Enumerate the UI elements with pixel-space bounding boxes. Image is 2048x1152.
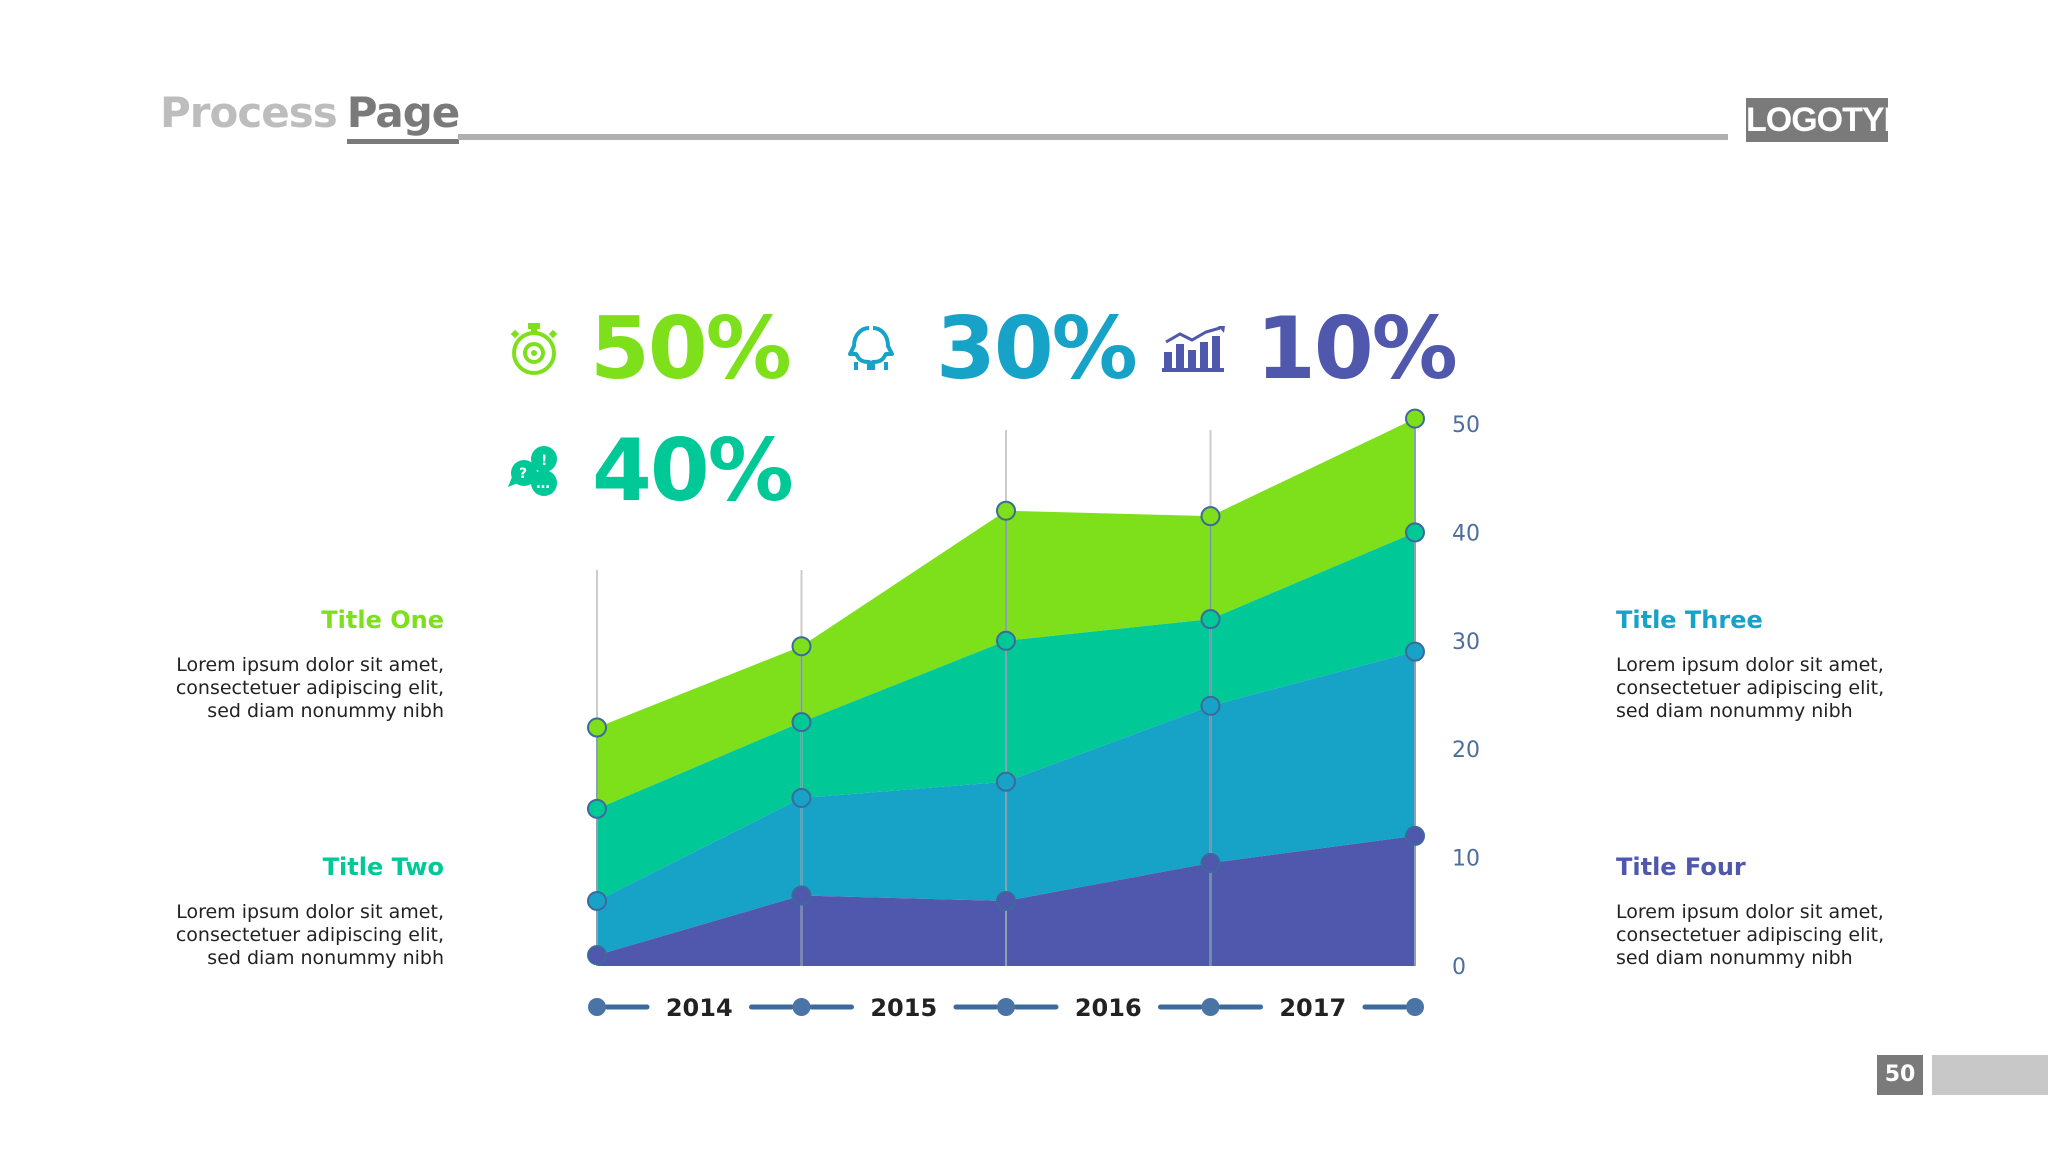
- data-point: [791, 712, 812, 733]
- data-point: [587, 717, 607, 738]
- y-tick-label: 10: [1452, 847, 1480, 872]
- section-title-four: Title Four Lorem ipsum dolor sit amet, c…: [1616, 853, 1916, 970]
- text-line: Lorem ipsum dolor sit amet,: [176, 654, 444, 676]
- y-tick-label: 0: [1452, 955, 1466, 980]
- y-tick-label: 20: [1452, 738, 1480, 763]
- stopwatch-icon: [510, 323, 558, 375]
- page-number: 50: [1877, 1055, 1923, 1095]
- section-title-one: Title One Lorem ipsum dolor sit amet, co…: [144, 606, 444, 723]
- page-bar: [1932, 1055, 2048, 1095]
- bar-growth-chart-icon: [1162, 326, 1225, 372]
- stat-one: 50%: [508, 299, 792, 399]
- x-tick-label: 2014: [666, 994, 733, 1022]
- data-point: [996, 500, 1016, 521]
- stat-three: 10%: [1162, 299, 1458, 399]
- text-line: consectetuer adipiscing elit,: [1616, 677, 1885, 699]
- text-line: consectetuer adipiscing elit,: [175, 677, 444, 699]
- section-title: Title Two: [322, 853, 444, 881]
- text-line: consectetuer adipiscing elit,: [1616, 924, 1885, 946]
- axis-dot: [792, 998, 811, 1016]
- x-tick-label: 2016: [1075, 994, 1142, 1022]
- page-title: Process Page: [160, 88, 460, 144]
- y-tick-label: 30: [1452, 630, 1480, 655]
- data-point: [791, 636, 812, 657]
- data-point: [1405, 408, 1425, 429]
- stat-value: 40%: [592, 421, 794, 521]
- text-line: sed diam nonummy nibh: [207, 947, 444, 969]
- data-point: [996, 890, 1016, 911]
- axis-dot: [1406, 998, 1424, 1016]
- data-point: [996, 630, 1016, 651]
- header-divider: [458, 134, 1728, 140]
- data-point: [791, 885, 812, 906]
- stat-value: 50%: [590, 299, 792, 399]
- section-text: Lorem ipsum dolor sit amet, consectetuer…: [1616, 654, 1916, 723]
- data-point: [1200, 853, 1221, 874]
- stat-two: 30%: [836, 299, 1138, 399]
- svg-text:!: !: [541, 453, 547, 469]
- two-heads-icon: [848, 326, 894, 370]
- y-tick-label: 40: [1452, 521, 1480, 546]
- data-point: [1200, 506, 1221, 527]
- text-line: sed diam nonummy nibh: [1616, 700, 1853, 722]
- data-point: [1200, 695, 1221, 716]
- data-point: [791, 787, 812, 808]
- section-text: Lorem ipsum dolor sit amet, consectetuer…: [1616, 901, 1916, 970]
- y-tick-label: 50: [1452, 413, 1480, 438]
- section-title: Title Three: [1616, 606, 1763, 634]
- section-text: Lorem ipsum dolor sit amet, consectetuer…: [144, 901, 444, 970]
- data-point: [1405, 641, 1425, 662]
- text-line: consectetuer adipiscing elit,: [175, 924, 444, 946]
- text-line: Lorem ipsum dolor sit amet,: [176, 901, 444, 923]
- data-point: [1405, 825, 1425, 846]
- data-point: [587, 798, 607, 819]
- data-point: [996, 771, 1016, 792]
- svg-text:…: …: [536, 476, 550, 492]
- text-line: Lorem ipsum dolor sit amet,: [1616, 654, 1884, 676]
- axis-dot: [997, 998, 1015, 1016]
- svg-text:?: ?: [519, 466, 527, 482]
- stat-value: 30%: [936, 299, 1138, 399]
- text-line: sed diam nonummy nibh: [207, 700, 444, 722]
- text-line: Lorem ipsum dolor sit amet,: [1616, 901, 1884, 923]
- axis-dot: [1201, 998, 1220, 1016]
- section-title: Title Four: [1616, 853, 1746, 881]
- x-tick-label: 2015: [870, 994, 937, 1022]
- x-tick-label: 2017: [1279, 994, 1346, 1022]
- data-point: [1405, 522, 1425, 543]
- text-line: sed diam nonummy nibh: [1616, 947, 1853, 969]
- data-point: [587, 945, 607, 966]
- page-title-light: Process: [160, 88, 338, 137]
- section-title-two: Title Two Lorem ipsum dolor sit amet, co…: [144, 853, 444, 970]
- data-point: [1200, 609, 1221, 630]
- chat-bubbles-icon: ? ! …: [508, 446, 557, 496]
- stat-four: ? ! … 40%: [508, 421, 794, 521]
- data-point: [587, 890, 607, 911]
- axis-dot: [588, 998, 606, 1016]
- section-title-three: Title Three Lorem ipsum dolor sit amet, …: [1616, 606, 1916, 723]
- page-title-dark: Page: [346, 88, 460, 144]
- stat-value: 10%: [1256, 299, 1458, 399]
- section-text: Lorem ipsum dolor sit amet, consectetuer…: [144, 654, 444, 723]
- section-title: Title One: [321, 606, 444, 634]
